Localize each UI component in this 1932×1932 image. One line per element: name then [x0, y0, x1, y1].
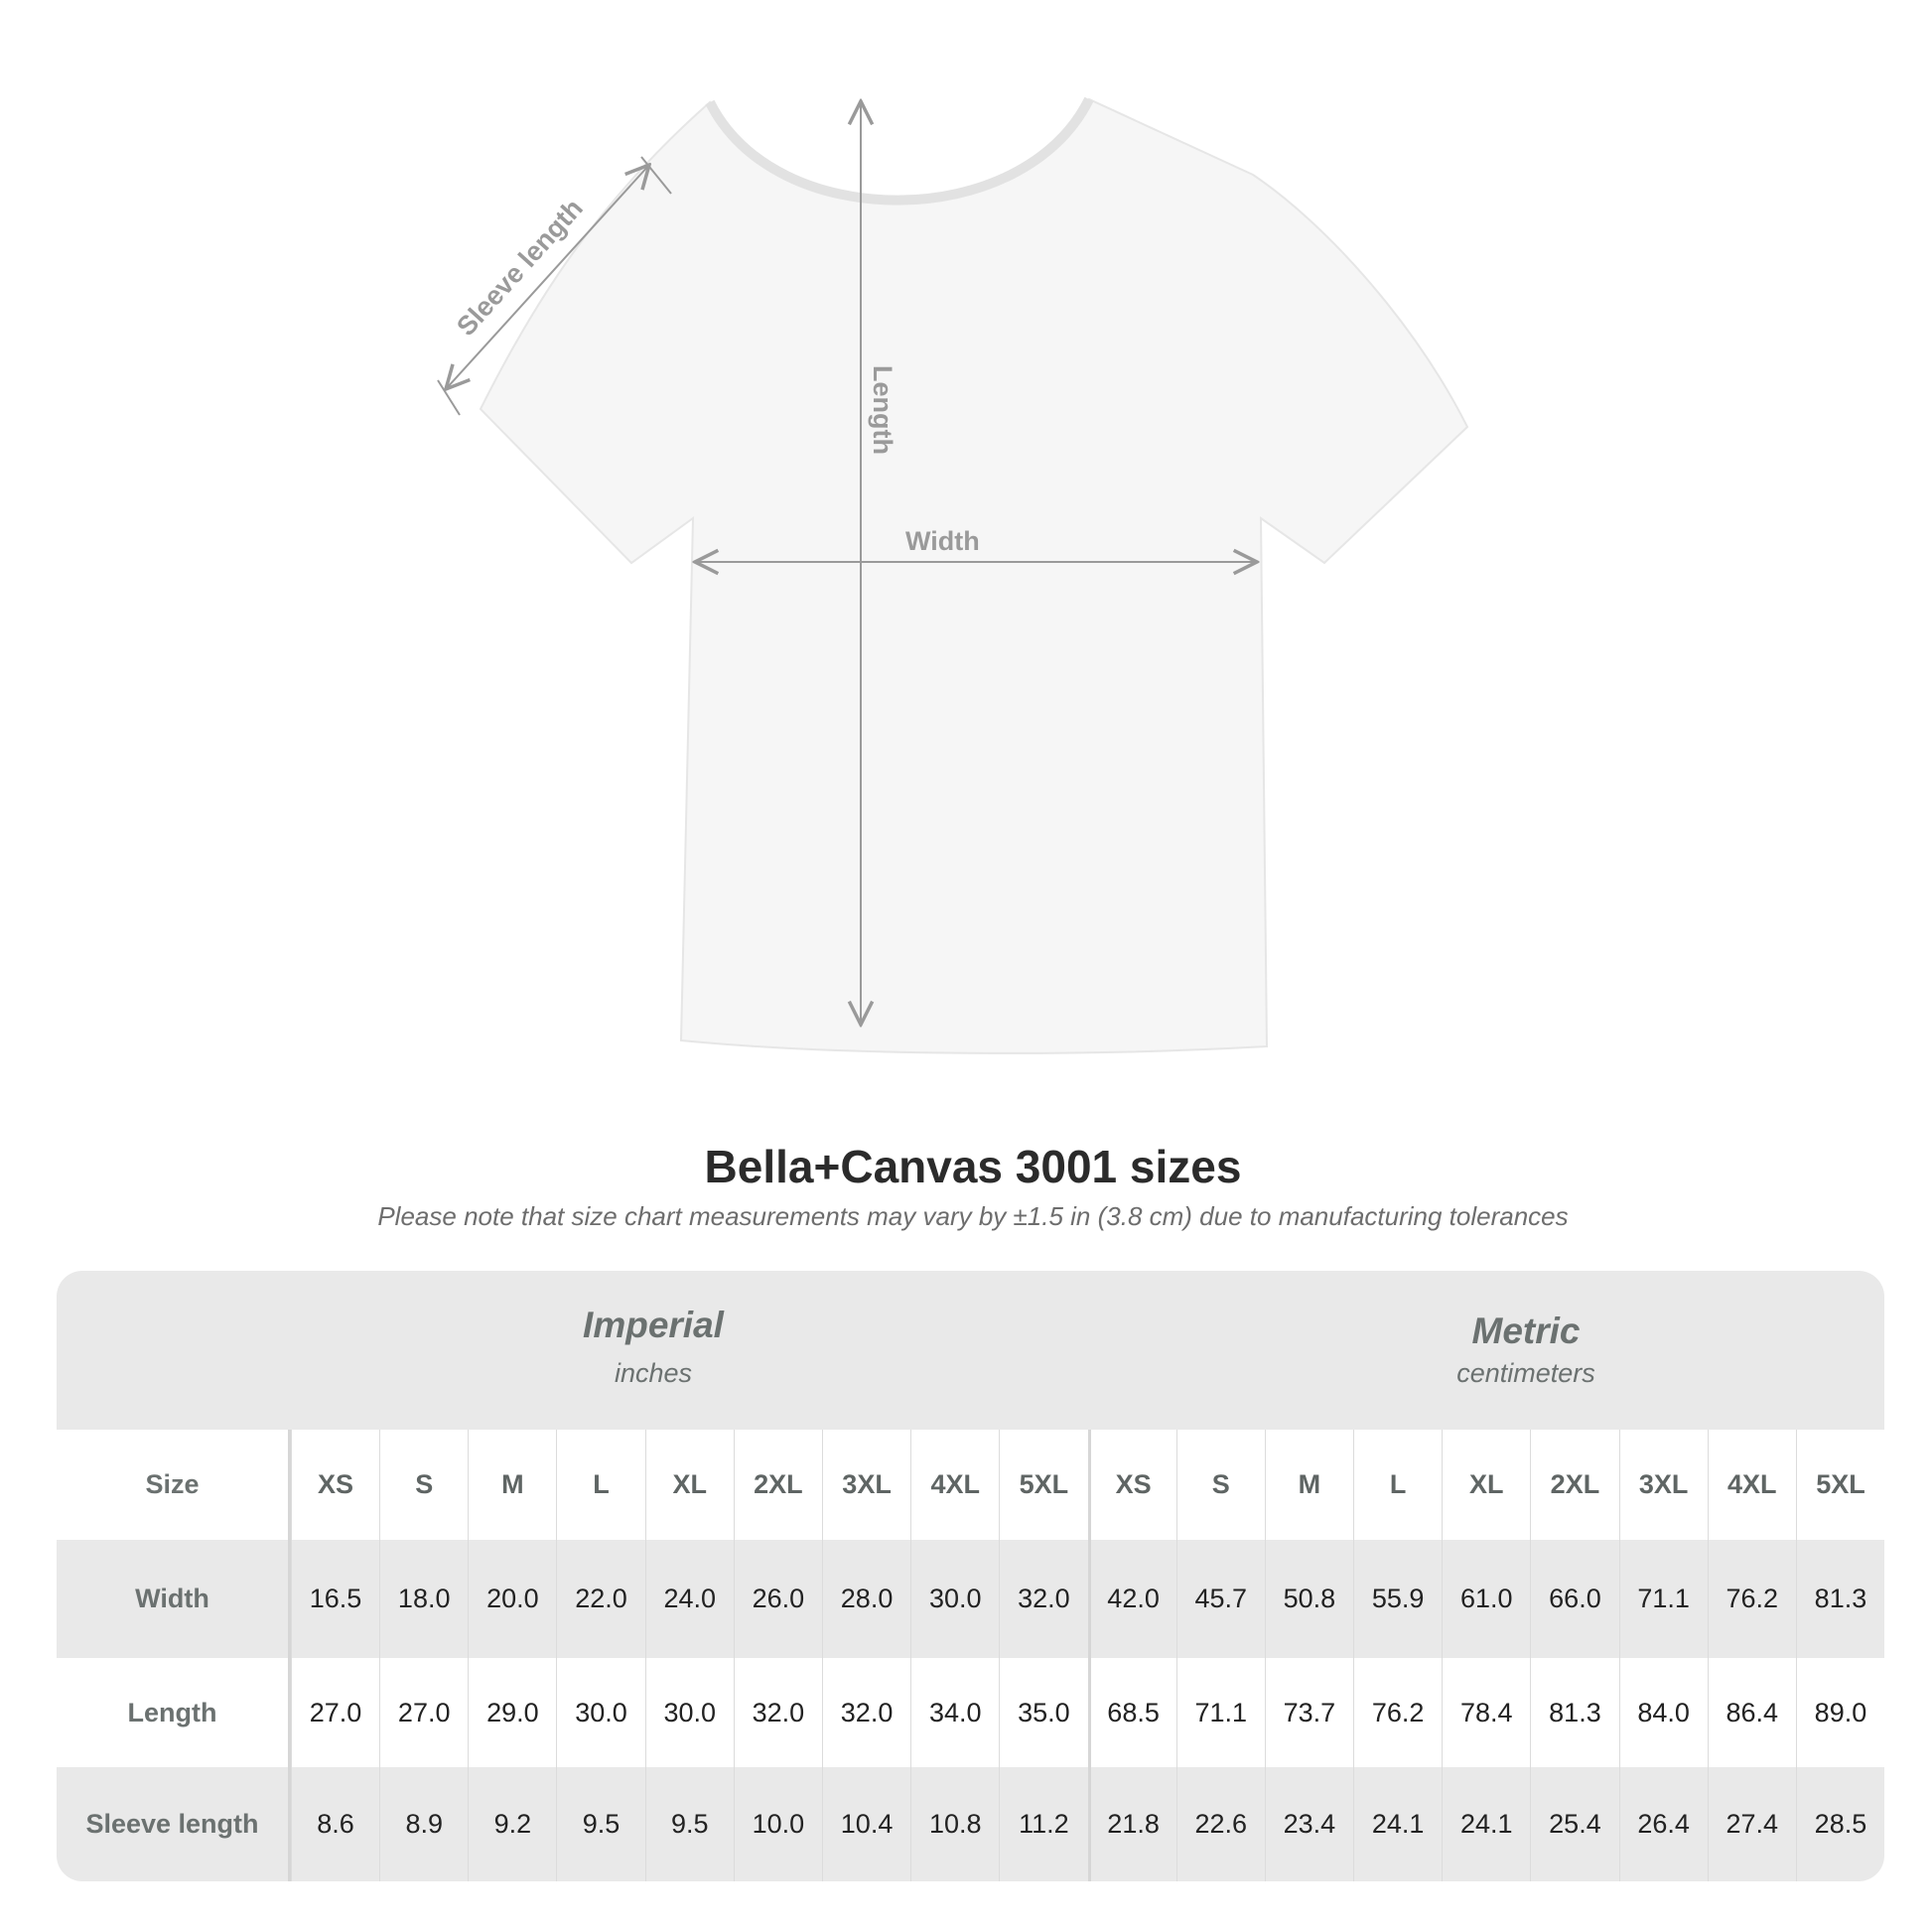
size-header-cell: L: [556, 1430, 644, 1540]
size-header-cell: 3XL: [1618, 1430, 1708, 1540]
value-cell: 35.0: [999, 1658, 1087, 1767]
value-cell: 71.1: [1175, 1658, 1265, 1767]
page-title: Bella+Canvas 3001 sizes: [704, 1141, 1242, 1192]
value-cell: 18.0: [379, 1540, 468, 1658]
size-header-cell: XS: [290, 1430, 379, 1540]
value-cell: 86.4: [1707, 1658, 1796, 1767]
metric-group: Metric centimeters: [1278, 1311, 1774, 1389]
size-header-cell: 4XL: [1707, 1430, 1796, 1540]
unit-group-header: Imperial inches Metric centimeters: [57, 1271, 1884, 1430]
row-label: Length: [57, 1658, 291, 1767]
table-row-width: Width 16.5 18.0 20.0 22.0 24.0 26.0 28.0 30.0 32.…: [57, 1540, 1884, 1658]
value-cell: 81.3: [1795, 1540, 1884, 1658]
sleeve-tick: [640, 156, 672, 195]
value-cell: 30.0: [556, 1658, 644, 1767]
value-cell: 32.0: [733, 1658, 822, 1767]
size-header-cell: 5XL: [1795, 1430, 1884, 1540]
sleeve-measure-line: [446, 165, 649, 389]
size-header-cell: 3XL: [821, 1430, 910, 1540]
tshirt-diagram: Sleeve length Length Width: [437, 96, 1469, 1054]
value-cell: 9.2: [468, 1767, 556, 1881]
row-label: Width: [57, 1540, 291, 1658]
value-cell: 32.0: [821, 1658, 910, 1767]
value-cell: 68.5: [1087, 1658, 1176, 1767]
size-header-row: Size XS S M L XL 2XL 3XL 4XL 5XL XS S M L XL 2XL 3XL 4XL 5…: [57, 1430, 1884, 1540]
value-cell: 16.5: [290, 1540, 379, 1658]
value-cell: 22.0: [556, 1540, 644, 1658]
value-cell: 11.2: [999, 1767, 1087, 1881]
value-cell: 10.8: [910, 1767, 999, 1881]
size-header-cell: 2XL: [1530, 1430, 1618, 1540]
value-cell: 10.4: [821, 1767, 910, 1881]
table-row-sleeve-length: Sleeve length 8.6 8.9 9.2 9.5 9.5 10.0 10.4 10.8…: [57, 1767, 1884, 1881]
value-cell: 24.1: [1353, 1767, 1442, 1881]
sleeve-tick: [437, 379, 461, 416]
group-unit: centimeters: [1456, 1358, 1595, 1388]
size-header-cell: XL: [644, 1430, 734, 1540]
size-header-cell: M: [468, 1430, 556, 1540]
group-unit: inches: [614, 1358, 693, 1388]
value-cell: 76.2: [1707, 1540, 1796, 1658]
value-cell: 24.0: [644, 1540, 734, 1658]
value-cell: 21.8: [1087, 1767, 1176, 1881]
value-cell: 84.0: [1618, 1658, 1708, 1767]
value-cell: 89.0: [1795, 1658, 1884, 1767]
value-cell: 45.7: [1175, 1540, 1265, 1658]
value-cell: 73.7: [1264, 1658, 1353, 1767]
value-cell: 71.1: [1618, 1540, 1708, 1658]
value-cell: 32.0: [999, 1540, 1087, 1658]
size-table: Imperial inches Metric centimeters Size X…: [57, 1271, 1884, 1881]
value-cell: 24.1: [1442, 1767, 1530, 1881]
value-cell: 22.6: [1175, 1767, 1265, 1881]
value-cell: 28.0: [821, 1540, 910, 1658]
value-cell: 20.0: [468, 1540, 556, 1658]
value-cell: 66.0: [1530, 1540, 1618, 1658]
row-label: Sleeve length: [57, 1767, 291, 1881]
value-cell: 8.6: [290, 1767, 379, 1881]
value-cell: 76.2: [1353, 1658, 1442, 1767]
value-cell: 78.4: [1442, 1658, 1530, 1767]
table-row-length: Length 27.0 27.0 29.0 30.0 30.0 32.0 32.0 34.0 35…: [57, 1658, 1884, 1767]
value-cell: 8.9: [379, 1767, 468, 1881]
value-cell: 30.0: [910, 1540, 999, 1658]
value-cell: 25.4: [1530, 1767, 1618, 1881]
row-label: Size: [57, 1430, 291, 1540]
value-cell: 26.0: [733, 1540, 822, 1658]
value-cell: 50.8: [1264, 1540, 1353, 1658]
size-header-cell: 5XL: [999, 1430, 1087, 1540]
value-cell: 27.0: [290, 1658, 379, 1767]
value-cell: 34.0: [910, 1658, 999, 1767]
value-cell: 30.0: [644, 1658, 734, 1767]
value-cell: 27.0: [379, 1658, 468, 1767]
tshirt-shape: [479, 97, 1469, 1054]
value-cell: 28.5: [1795, 1767, 1884, 1881]
value-cell: 81.3: [1530, 1658, 1618, 1767]
value-cell: 27.4: [1707, 1767, 1796, 1881]
width-label: Width: [905, 526, 980, 556]
group-title: Imperial: [583, 1305, 724, 1345]
size-header-cell: S: [1175, 1430, 1265, 1540]
value-cell: 23.4: [1264, 1767, 1353, 1881]
value-cell: 55.9: [1353, 1540, 1442, 1658]
value-cell: 10.0: [733, 1767, 822, 1881]
value-cell: 61.0: [1442, 1540, 1530, 1658]
tshirt-collar: [705, 96, 1094, 206]
tolerance-note: Please note that size chart measurements…: [377, 1201, 1569, 1231]
length-label: Length: [868, 365, 897, 455]
value-cell: 9.5: [644, 1767, 734, 1881]
size-header-cell: M: [1264, 1430, 1353, 1540]
imperial-group: Imperial inches: [405, 1305, 901, 1389]
size-header-cell: 2XL: [733, 1430, 822, 1540]
size-header-cell: XL: [1442, 1430, 1530, 1540]
group-title: Metric: [1471, 1311, 1581, 1351]
value-cell: 42.0: [1087, 1540, 1176, 1658]
size-header-cell: S: [379, 1430, 468, 1540]
size-header-cell: 4XL: [910, 1430, 999, 1540]
size-header-cell: L: [1353, 1430, 1442, 1540]
value-cell: 9.5: [556, 1767, 644, 1881]
size-header-cell: XS: [1087, 1430, 1176, 1540]
value-cell: 26.4: [1618, 1767, 1708, 1881]
value-cell: 29.0: [468, 1658, 556, 1767]
